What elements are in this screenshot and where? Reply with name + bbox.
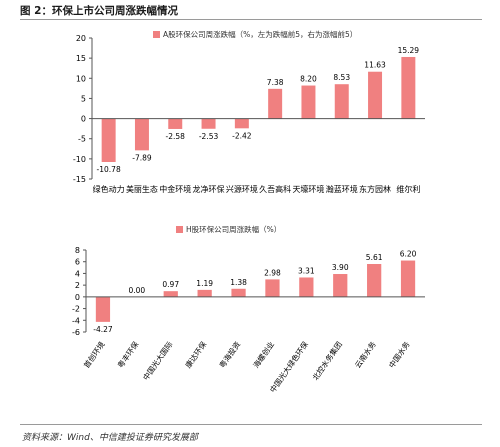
chart-a-bar — [268, 88, 283, 119]
chart-h-value-label: 0.97 — [162, 280, 179, 289]
footer-divider — [20, 424, 482, 425]
chart-h-value-label: 3.90 — [332, 263, 349, 272]
chart-h-value-label: 2.98 — [264, 268, 281, 277]
chart-h-y-tick-label: -2 — [72, 305, 80, 314]
chart-h-category-label: 首创环境 — [81, 339, 107, 370]
chart-h-category-label: 中国水务 — [386, 339, 412, 370]
chart-a-y-tick-label: 5 — [81, 94, 86, 103]
chart-h-bar — [299, 277, 314, 297]
chart-a-value-label: -10.78 — [97, 165, 121, 174]
chart-a-bar — [368, 71, 383, 119]
chart-h-y-tick-label: -6 — [72, 328, 80, 337]
chart-a-bar — [334, 84, 349, 119]
chart-h-y-tick-label: 0 — [75, 293, 80, 302]
chart-a-legend-label: A股环保公司周涨跌幅（%，左为跌幅前5，右为涨幅前5） — [163, 29, 357, 39]
chart-a-y-tick-label: -10 — [73, 155, 86, 164]
chart-h-legend: H股环保公司周涨跌幅（%） — [176, 224, 281, 234]
chart-a-category-label: 兴源环境 — [226, 184, 258, 194]
chart-h-y-tick-label: -4 — [72, 316, 80, 325]
source-note: 资料来源：Wind、中信建投证券研究发展部 — [22, 433, 198, 443]
chart-a-category-label: 久吾高科 — [259, 184, 291, 194]
chart-a-bar — [168, 118, 183, 129]
chart-a-legend: A股环保公司周涨跌幅（%，左为跌幅前5，右为涨幅前5） — [153, 29, 357, 39]
chart-a-category-label: 瀚蓝环境 — [326, 184, 358, 194]
chart-a-category-label: 美丽生态 — [126, 184, 158, 194]
chart-h-value-label: 6.20 — [400, 250, 417, 259]
chart-h-legend-swatch — [176, 226, 183, 233]
chart-h-category-label: 云南水务 — [352, 339, 378, 370]
chart-h-bar — [333, 274, 348, 297]
chart-a-share: A股环保公司周涨跌幅（%，左为跌幅前5，右为涨幅前5） -15 -10 -5 0 5 10 1… — [73, 29, 425, 194]
chart-h-y-tick-label: 8 — [75, 246, 80, 255]
chart-h-bar — [265, 279, 280, 297]
chart-a-category-label: 维尔利 — [396, 184, 420, 194]
chart-h-value-label: 5.61 — [366, 253, 383, 262]
chart-h-value-label: 1.38 — [230, 278, 247, 287]
chart-a-y-tick-label: -15 — [73, 175, 86, 184]
chart-a-value-label: -7.89 — [132, 153, 152, 162]
chart-h-category-label: 中国光大国际 — [140, 339, 174, 382]
chart-a-bar — [101, 118, 116, 162]
chart-h-bar — [197, 289, 212, 297]
chart-h-category-label: 海螺创业 — [251, 339, 277, 370]
chart-h-y-tick-label: 2 — [75, 281, 80, 290]
chart-h-value-label: 0.00 — [128, 286, 145, 295]
chart-h-bar — [367, 263, 382, 297]
chart-a-value-label: 8.20 — [300, 75, 317, 84]
chart-a-value-label: 7.38 — [267, 78, 284, 87]
chart-a-category-label: 中金环境 — [159, 184, 191, 194]
figure-title: 图 2：环保上市公司周涨跌幅情况 — [20, 5, 178, 17]
chart-h-value-label: -4.27 — [93, 325, 113, 334]
chart-a-bar — [401, 56, 416, 119]
chart-a-category-label: 天壕环境 — [292, 184, 324, 194]
chart-a-legend-swatch — [153, 31, 160, 38]
chart-h-share: H股环保公司周涨跌幅（%） -6 -4 -2 0 2 4 6 8 -4.27 首创环境 0.00 粤丰环… — [72, 224, 425, 394]
chart-h-y-tick-label: 4 — [75, 269, 80, 278]
chart-h-bar — [400, 260, 416, 297]
chart-h-legend-label: H股环保公司周涨跌幅（%） — [186, 224, 281, 234]
chart-a-bar — [301, 85, 316, 119]
chart-a-value-label: -2.53 — [199, 132, 219, 141]
chart-a-value-label: 15.29 — [398, 46, 420, 55]
chart-h-bar — [231, 288, 246, 297]
chart-h-category-label: 粤海投资 — [217, 339, 243, 370]
title-divider — [20, 19, 482, 20]
chart-h-category-label: 北控水务集团 — [310, 339, 344, 382]
chart-a-value-label: -2.42 — [232, 131, 252, 140]
chart-h-value-label: 1.19 — [196, 279, 213, 288]
chart-a-y-tick-label: 20 — [76, 34, 86, 43]
chart-a-y-tick-label: -5 — [78, 135, 86, 144]
chart-a-value-label: -2.58 — [166, 132, 186, 141]
chart-a-y-tick-label: 0 — [81, 115, 86, 124]
chart-a-bar — [234, 118, 249, 129]
chart-a-category-label: 绿色动力 — [93, 184, 125, 194]
chart-h-y-tick-label: 6 — [75, 258, 80, 267]
chart-a-category-label: 东方园林 — [359, 184, 391, 194]
chart-h-bar — [163, 291, 178, 297]
chart-h-category-label: 康达环保 — [183, 339, 209, 370]
chart-a-bar — [134, 118, 149, 151]
chart-a-value-label: 8.53 — [333, 73, 350, 82]
chart-h-value-label: 3.31 — [298, 266, 315, 275]
chart-h-bar — [95, 296, 111, 322]
chart-h-category-label: 粤丰环保 — [115, 339, 141, 370]
chart-a-value-label: 11.63 — [364, 61, 386, 70]
chart-a-y-tick-label: 15 — [76, 54, 86, 63]
chart-a-bar — [201, 118, 216, 129]
chart-a-y-tick-label: 10 — [76, 74, 86, 83]
chart-a-category-label: 龙净环保 — [193, 184, 225, 194]
